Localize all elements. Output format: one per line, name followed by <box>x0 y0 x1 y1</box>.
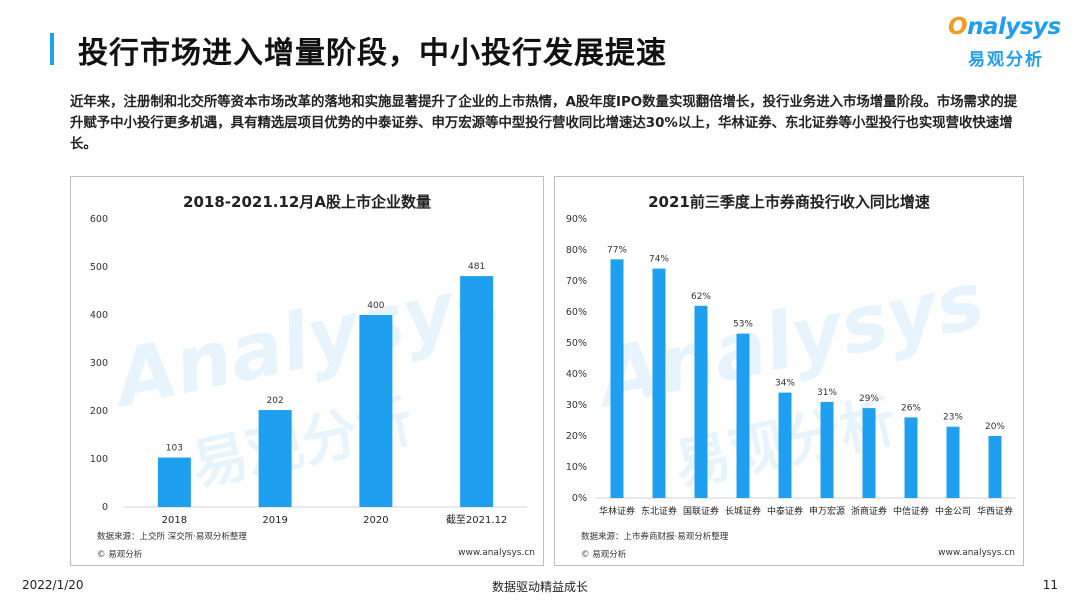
bar <box>988 436 1002 498</box>
x-tick-label: 中金公司 <box>935 505 971 517</box>
x-tick-label: 东北证券 <box>641 505 677 517</box>
bar <box>862 408 876 498</box>
ib-revenue-growth-chart-panel: Analysys 易观分析 0% 10% 20% 30% 40% 50% 60% 70% 80% 90… <box>554 176 1024 566</box>
y-tick-label: 100 <box>90 454 108 465</box>
bar <box>258 410 292 507</box>
y-tick-label: 90% <box>566 214 587 225</box>
chart-title: 2018-2021.12月A股上市企业数量 <box>183 193 431 211</box>
bar <box>820 401 834 498</box>
y-tick-label: 300 <box>90 358 108 369</box>
y-tick-label: 20% <box>566 431 587 442</box>
x-tick-label: 申万宏源 <box>809 505 845 517</box>
x-tick-label: 中泰证券 <box>767 505 803 517</box>
y-tick-label: 80% <box>566 245 587 256</box>
bar <box>778 392 792 498</box>
y-tick-label: 30% <box>566 400 587 411</box>
copyright: © 易观分析 <box>581 550 627 560</box>
data-label: 62% <box>691 292 711 302</box>
y-tick-label: 500 <box>90 262 108 273</box>
data-label: 34% <box>775 379 795 389</box>
data-source: 数据来源：上交所 深交所·易观分析整理 <box>97 532 247 542</box>
data-label: 31% <box>817 388 837 398</box>
watermark-word: Analysys <box>102 256 508 426</box>
website: www.analysys.cn <box>938 548 1015 558</box>
ipo-count-chart-panel: Analysys 易观分析 0 100 200 300 400 500 600 103 2018 20… <box>70 176 544 566</box>
y-tick-label: 0% <box>572 493 587 504</box>
y-tick-label: 10% <box>566 462 587 473</box>
x-tick-label: 2019 <box>262 515 287 526</box>
logo-o-mark: O <box>948 14 968 40</box>
data-label: 23% <box>943 413 963 423</box>
y-tick-label: 40% <box>566 369 587 380</box>
analysys-logo: Onalysys 易观分析 <box>948 14 1061 74</box>
x-tick-label: 浙商证券 <box>851 505 887 517</box>
copyright: © 易观分析 <box>97 550 143 560</box>
data-label: 400 <box>367 301 384 311</box>
x-tick-label: 华林证券 <box>599 505 635 517</box>
bar <box>694 305 708 498</box>
intro-paragraph: 近年来，注册制和北交所等资本市场改革的落地和实施显著提升了企业的上市热情，A股年… <box>70 95 1018 152</box>
data-label: 26% <box>901 403 921 413</box>
x-tick-label: 华西证券 <box>977 505 1013 517</box>
data-label: 53% <box>733 320 753 330</box>
logo-word-rest: nalysys <box>967 14 1061 40</box>
x-tick-label: 截至2021.12 <box>446 513 507 526</box>
bar <box>610 259 624 498</box>
logo-chinese: 易观分析 <box>968 50 1044 70</box>
chart-title: 2021前三季度上市券商投行收入同比增速 <box>648 193 930 211</box>
data-label: 29% <box>859 394 879 404</box>
x-tick-label: 2020 <box>363 515 388 526</box>
y-tick-label: 200 <box>90 406 108 417</box>
x-tick-label: 长城证券 <box>725 505 761 517</box>
data-label: 74% <box>649 255 669 265</box>
data-label: 77% <box>607 245 627 255</box>
data-label: 20% <box>985 422 1005 432</box>
data-label: 103 <box>166 444 183 454</box>
data-label: 202 <box>267 396 284 406</box>
x-tick-label: 2018 <box>162 515 187 526</box>
y-tick-label: 400 <box>90 310 108 321</box>
bar <box>652 268 666 498</box>
page-title: 投行市场进入增量阶段，中小投行发展提速 <box>78 36 667 71</box>
page-number: 11 <box>1042 578 1058 592</box>
bar <box>157 457 191 507</box>
title-accent-bar <box>50 33 54 65</box>
bar <box>460 276 494 507</box>
data-label: 481 <box>468 262 485 272</box>
y-tick-label: 0 <box>102 502 108 513</box>
bar <box>736 333 750 498</box>
bar <box>946 426 960 498</box>
data-source: 数据来源：上市券商财报·易观分析整理 <box>581 532 729 542</box>
logo-wordmark: Onalysys <box>948 14 1061 40</box>
bar <box>359 315 393 507</box>
y-tick-label: 50% <box>566 338 587 349</box>
ipo-count-chart: Analysys易观分析0100200300400500600103201820… <box>90 214 527 526</box>
x-tick-label: 中信证券 <box>893 505 929 517</box>
ib-revenue-growth-chart: Analysys易观分析0%10%20%30%40%50%60%70%80%90… <box>566 214 1016 517</box>
website: www.analysys.cn <box>458 548 535 558</box>
y-tick-label: 600 <box>90 214 108 225</box>
footer-date: 2022/1/20 <box>22 578 84 592</box>
y-tick-label: 60% <box>566 307 587 318</box>
y-tick-label: 70% <box>566 276 587 287</box>
bar <box>904 417 918 498</box>
footer-slogan: 数据驱动精益成长 <box>491 580 588 594</box>
x-tick-label: 国联证券 <box>683 505 719 517</box>
